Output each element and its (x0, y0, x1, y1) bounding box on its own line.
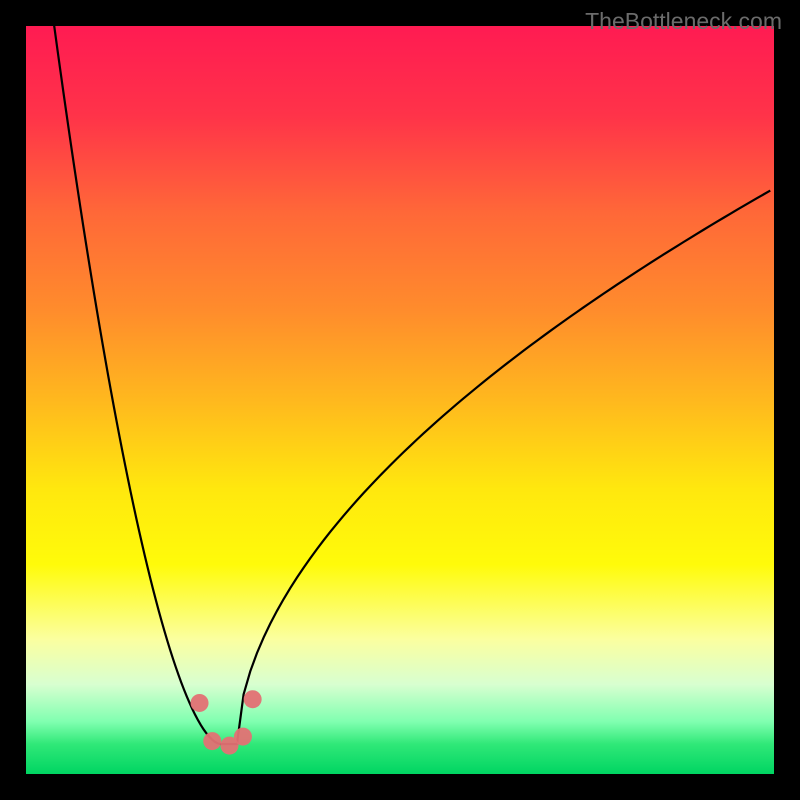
curve-marker (191, 694, 209, 712)
curve-marker (234, 728, 252, 746)
curve-marker (203, 732, 221, 750)
plot-area (26, 26, 774, 774)
curve-marker (244, 690, 262, 708)
watermark-label: TheBottleneck.com (585, 8, 782, 35)
bottleneck-chart (0, 0, 800, 800)
chart-container: TheBottleneck.com (0, 0, 800, 800)
